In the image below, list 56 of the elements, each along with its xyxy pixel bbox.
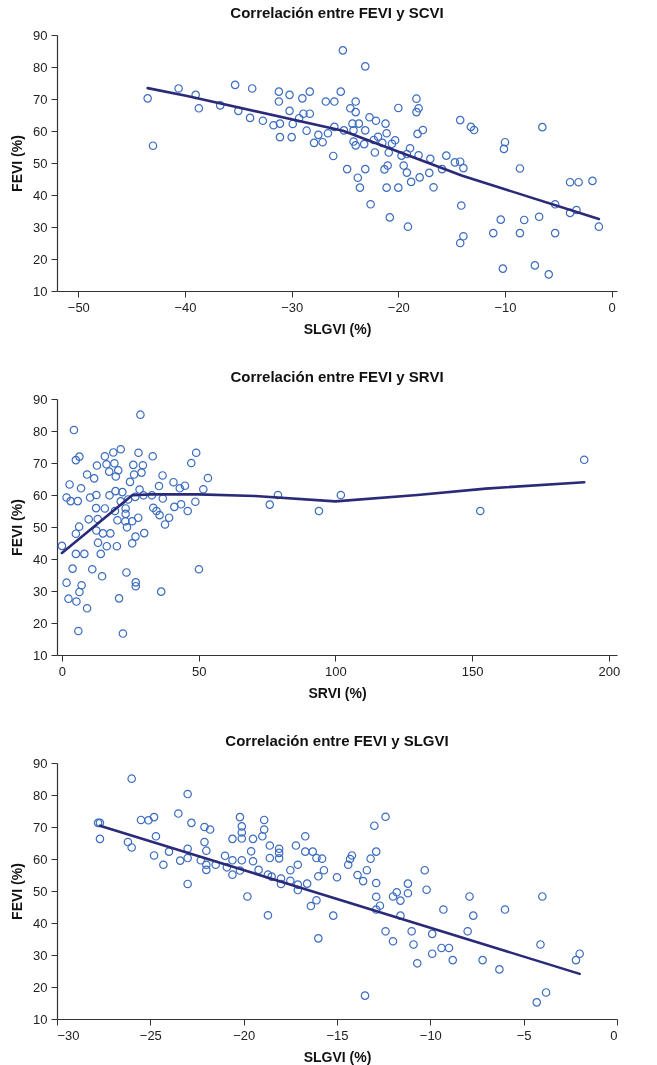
y-tick-label: 70 [33, 819, 48, 835]
y-tick-label: 20 [33, 615, 48, 631]
y-axis-title: FEVI (%) [9, 499, 26, 556]
y-tick-label: 90 [33, 391, 48, 407]
x-tick-label: 200 [598, 663, 621, 679]
chart-title: Correlación entre FEVI y SCVI [230, 4, 444, 21]
x-tick-label: −5 [516, 1027, 532, 1043]
x-axis-title: SLGVI (%) [303, 320, 372, 337]
x-tick-label: −15 [326, 1027, 349, 1043]
chart-title: Correlación entre FEVI y SLGVI [225, 732, 449, 749]
x-tick-label: −25 [139, 1027, 162, 1043]
x-tick-label: 100 [325, 663, 347, 679]
chart-title: Correlación entre FEVI y SRVI [230, 368, 444, 385]
y-tick-label: 40 [33, 187, 48, 203]
y-tick-label: 30 [33, 583, 48, 599]
y-tick-label: 80 [33, 59, 48, 75]
x-tick-label: −20 [233, 1027, 256, 1043]
y-tick-label: 20 [33, 979, 48, 995]
y-tick-label: 10 [33, 1011, 48, 1027]
x-tick-label: −30 [281, 299, 304, 315]
y-tick-label: 90 [33, 27, 48, 43]
y-tick-label: 80 [33, 423, 48, 439]
y-tick-label: 50 [33, 519, 48, 535]
x-tick-label: −50 [67, 299, 90, 315]
line-series [146, 86, 601, 221]
y-tick-label: 30 [33, 219, 48, 235]
y-tick-label: 70 [33, 455, 48, 471]
y-axis-title: FEVI (%) [9, 863, 26, 920]
y-tick-label: 10 [33, 647, 48, 663]
y-tick-label: 50 [33, 155, 48, 171]
x-tick-label: −10 [494, 299, 517, 315]
x-tick-label: 50 [191, 663, 207, 679]
y-tick-label: 30 [33, 947, 48, 963]
x-tick-label: 0 [608, 299, 616, 315]
x-tick-label: −30 [57, 1027, 80, 1043]
y-tick-label: 50 [33, 883, 48, 899]
x-axis-title: SRVI (%) [308, 684, 367, 701]
y-tick-label: 40 [33, 551, 48, 567]
x-tick-label: 150 [461, 663, 484, 679]
y-tick-label: 60 [33, 123, 48, 139]
y-tick-label: 10 [33, 283, 48, 299]
y-tick-label: 40 [33, 915, 48, 931]
x-axis-title: SLGVI (%) [303, 1048, 372, 1065]
y-tick-label: 60 [33, 487, 48, 503]
y-tick-label: 20 [33, 251, 48, 267]
y-tick-label: 80 [33, 787, 48, 803]
x-tick-label: −20 [387, 299, 410, 315]
y-tick-label: 90 [33, 755, 48, 771]
x-tick-label: −10 [419, 1027, 442, 1043]
y-tick-label: 70 [33, 91, 48, 107]
line-series [60, 480, 586, 555]
x-tick-label: 0 [58, 663, 67, 679]
y-tick-label: 60 [33, 851, 48, 867]
x-tick-label: −40 [174, 299, 197, 315]
y-axis-title: FEVI (%) [9, 135, 26, 192]
x-tick-label: 0 [610, 1027, 618, 1043]
